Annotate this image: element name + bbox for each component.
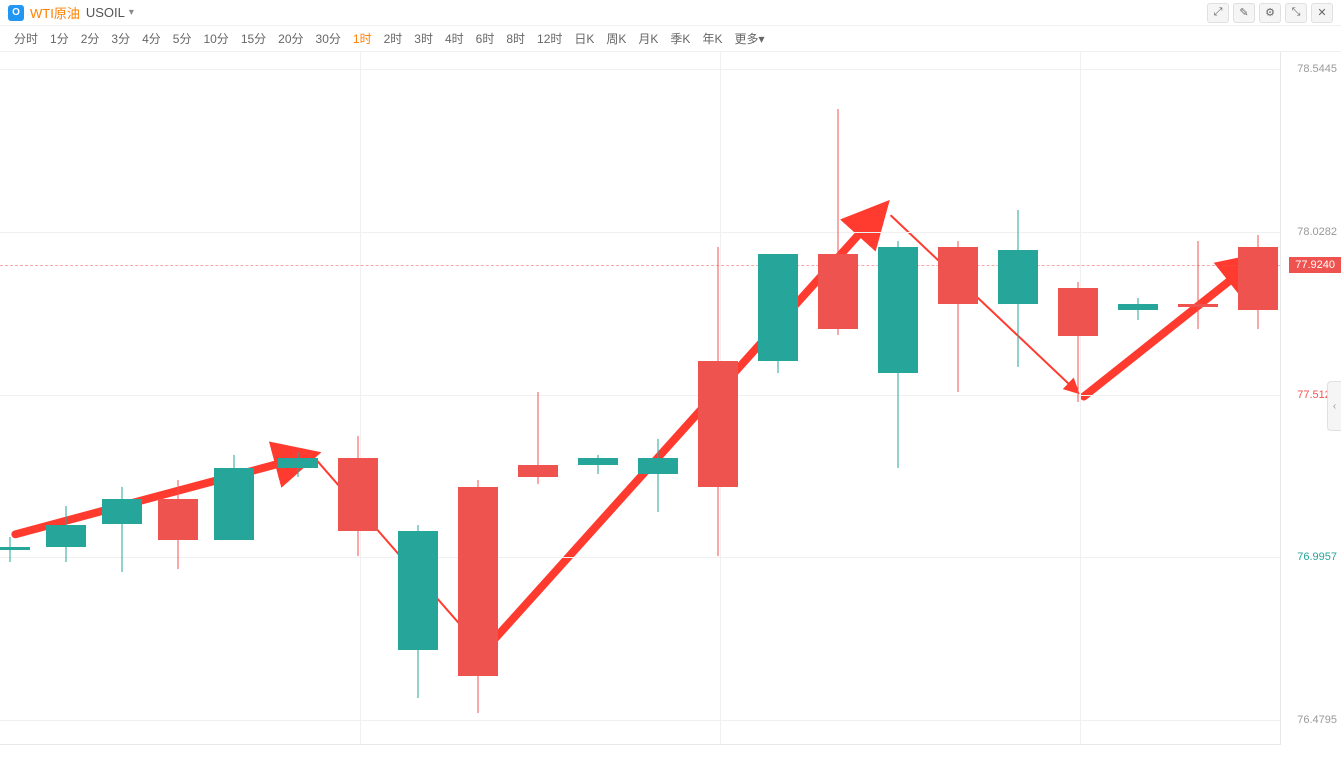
timeframe-item[interactable]: 2分	[75, 26, 106, 51]
indicator-icon[interactable]: ⤢	[1207, 3, 1229, 23]
close-icon[interactable]: ✕	[1311, 3, 1333, 23]
timeframe-item[interactable]: 4时	[439, 26, 470, 51]
timeframe-item[interactable]: 5分	[167, 26, 198, 51]
timeframe-item[interactable]: 6时	[470, 26, 501, 51]
candle[interactable]	[638, 52, 678, 745]
candle[interactable]	[102, 52, 142, 745]
candle[interactable]	[1058, 52, 1098, 745]
symbol-code: USOIL	[86, 5, 125, 20]
timeframe-item[interactable]: 季K	[664, 26, 696, 51]
expand-panel-button[interactable]: ‹	[1327, 381, 1341, 431]
candle[interactable]	[1178, 52, 1218, 745]
y-axis-label: 76.4795	[1297, 714, 1337, 726]
timeframe-item[interactable]: 8时	[500, 26, 531, 51]
chart-container: 78.544578.028277.512076.995776.479577.92…	[0, 52, 1341, 760]
candle[interactable]	[1118, 52, 1158, 745]
timeframe-item[interactable]: 年K	[696, 26, 728, 51]
chart-area[interactable]	[0, 52, 1281, 745]
timeframe-bar: 分时1分2分3分4分5分10分15分20分30分1时2时3时4时6时8时12时日…	[0, 26, 1341, 52]
timeframe-item[interactable]: 10分	[197, 26, 234, 51]
y-axis-label: 78.0282	[1297, 226, 1337, 238]
symbol-icon: O	[8, 5, 24, 21]
fullscreen-icon[interactable]: ⤡	[1285, 3, 1307, 23]
timeframe-item[interactable]: 月K	[632, 26, 664, 51]
timeframe-item[interactable]: 2时	[378, 26, 409, 51]
chevron-down-icon[interactable]: ▾	[129, 7, 134, 18]
timeframe-item[interactable]: 更多▾	[728, 26, 770, 51]
candle[interactable]	[0, 52, 30, 745]
timeframe-item[interactable]: 20分	[272, 26, 309, 51]
timeframe-item[interactable]: 1时	[347, 26, 378, 51]
y-axis-label: 78.5445	[1297, 63, 1337, 75]
candle[interactable]	[818, 52, 858, 745]
y-axis-label: 76.9957	[1297, 551, 1337, 563]
candle[interactable]	[398, 52, 438, 745]
candle[interactable]	[46, 52, 86, 745]
draw-icon[interactable]: ✎	[1233, 3, 1255, 23]
candle[interactable]	[578, 52, 618, 745]
header-tools: ⤢✎⚙⤡✕	[1207, 3, 1333, 23]
candle[interactable]	[878, 52, 918, 745]
candle[interactable]	[1238, 52, 1278, 745]
timeframe-item[interactable]: 周K	[600, 26, 632, 51]
timeframe-item[interactable]: 1分	[44, 26, 75, 51]
candle[interactable]	[998, 52, 1038, 745]
current-price-tag: 77.9240	[1289, 257, 1341, 273]
candle[interactable]	[278, 52, 318, 745]
candle[interactable]	[938, 52, 978, 745]
candle[interactable]	[158, 52, 198, 745]
candle[interactable]	[458, 52, 498, 745]
timeframe-item[interactable]: 4分	[136, 26, 167, 51]
candle[interactable]	[518, 52, 558, 745]
symbol-name[interactable]: WTI原油	[30, 3, 80, 22]
candle[interactable]	[214, 52, 254, 745]
timeframe-item[interactable]: 30分	[310, 26, 347, 51]
candle[interactable]	[698, 52, 738, 745]
chart-header: O WTI原油 USOIL ▾ ⤢✎⚙⤡✕	[0, 0, 1341, 26]
candle[interactable]	[758, 52, 798, 745]
settings-icon[interactable]: ⚙	[1259, 3, 1281, 23]
timeframe-item[interactable]: 3分	[105, 26, 136, 51]
timeframe-item[interactable]: 15分	[235, 26, 272, 51]
timeframe-item[interactable]: 3时	[408, 26, 439, 51]
timeframe-item[interactable]: 分时	[8, 26, 44, 51]
timeframe-item[interactable]: 12时	[531, 26, 568, 51]
timeframe-item[interactable]: 日K	[568, 26, 600, 51]
candle[interactable]	[338, 52, 378, 745]
